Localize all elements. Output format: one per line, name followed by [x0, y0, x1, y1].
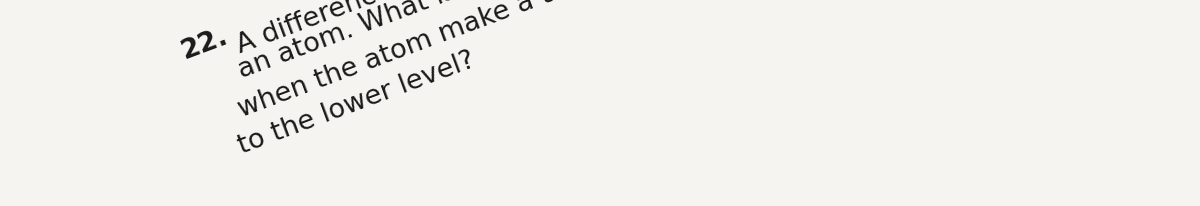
Text: to the lower level?: to the lower level?	[178, 47, 479, 180]
Text: A difference of 2.3 eV separates two energy levels in: A difference of 2.3 eV separates two ene…	[217, 0, 916, 64]
Text: when the atom make a transition from the upper level: when the atom make a transition from the…	[178, 0, 936, 144]
Text: an atom. What is the frequency of radiation emitted: an atom. What is the frequency of radiat…	[178, 0, 908, 104]
Text: 22.: 22.	[178, 23, 232, 64]
